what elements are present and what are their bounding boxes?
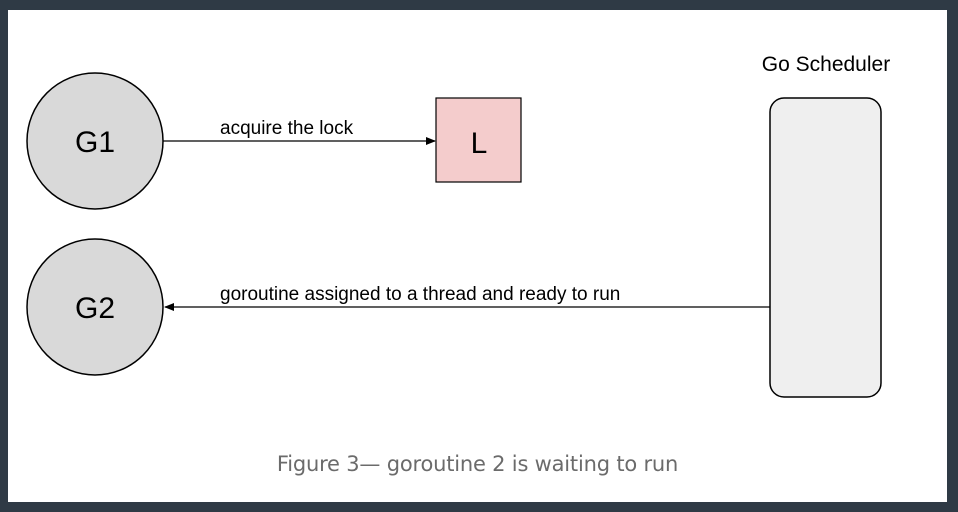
lock-label: L — [471, 127, 488, 160]
diagram-canvas: G1 G2 L Go Scheduler acquire the lock go… — [26, 53, 890, 398]
figure-frame: G1 G2 L Go Scheduler acquire the lock go… — [8, 10, 947, 502]
figure-caption: Figure 3— goroutine 2 is waiting to run — [276, 452, 679, 476]
goroutine-g1-label: G1 — [75, 126, 115, 159]
edge-acquire-lock: acquire the lock — [163, 118, 436, 145]
scheduler-label: Go Scheduler — [762, 53, 890, 76]
edge-assigned-label: goroutine assigned to a thread and ready… — [220, 284, 620, 305]
scheduler-node: Go Scheduler — [762, 53, 890, 398]
goroutine-g2-node: G2 — [26, 238, 164, 376]
edge-thread-assigned: goroutine assigned to a thread and ready… — [164, 284, 770, 311]
lock-node: L — [435, 97, 522, 183]
goroutine-g2-label: G2 — [75, 292, 115, 325]
edge-acquire-label: acquire the lock — [220, 118, 354, 139]
goroutine-g1-node: G1 — [26, 72, 164, 210]
